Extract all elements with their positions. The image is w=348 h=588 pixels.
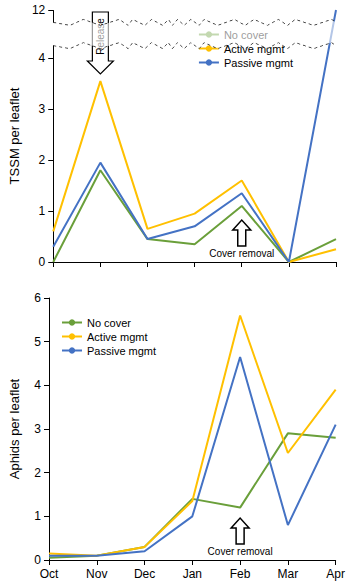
svg-text:1: 1 xyxy=(34,509,41,523)
svg-text:6: 6 xyxy=(34,291,41,305)
svg-text:0: 0 xyxy=(34,553,41,567)
svg-text:4: 4 xyxy=(34,378,41,392)
svg-text:Passive mgmt: Passive mgmt xyxy=(224,57,293,69)
svg-text:3: 3 xyxy=(39,102,46,116)
svg-text:Release: Release xyxy=(94,18,106,55)
svg-text:Active mgmt: Active mgmt xyxy=(224,43,285,55)
svg-text:Dec: Dec xyxy=(134,567,155,581)
svg-text:2: 2 xyxy=(34,466,41,480)
svg-text:TSSM per leaflet: TSSM per leaflet xyxy=(7,87,22,184)
svg-text:0: 0 xyxy=(39,255,46,269)
svg-text:1: 1 xyxy=(39,204,46,218)
svg-text:Mar: Mar xyxy=(278,567,299,581)
svg-text:Passive mgmt: Passive mgmt xyxy=(87,345,156,357)
svg-text:Cover removal: Cover removal xyxy=(209,248,274,259)
svg-text:3: 3 xyxy=(34,422,41,436)
svg-text:4: 4 xyxy=(39,51,46,65)
svg-text:Jan: Jan xyxy=(183,567,202,581)
svg-text:5: 5 xyxy=(34,335,41,349)
svg-text:Cover removal: Cover removal xyxy=(208,546,273,557)
svg-text:Active mgmt: Active mgmt xyxy=(87,331,148,343)
svg-text:Feb: Feb xyxy=(230,567,251,581)
svg-text:2: 2 xyxy=(39,153,46,167)
svg-text:No cover: No cover xyxy=(87,317,131,329)
svg-text:Oct: Oct xyxy=(40,567,59,581)
svg-text:Aphids per leaflet: Aphids per leaflet xyxy=(7,378,22,479)
svg-text:Apr: Apr xyxy=(326,567,345,581)
svg-text:12: 12 xyxy=(32,3,46,17)
svg-text:Nov: Nov xyxy=(86,567,107,581)
